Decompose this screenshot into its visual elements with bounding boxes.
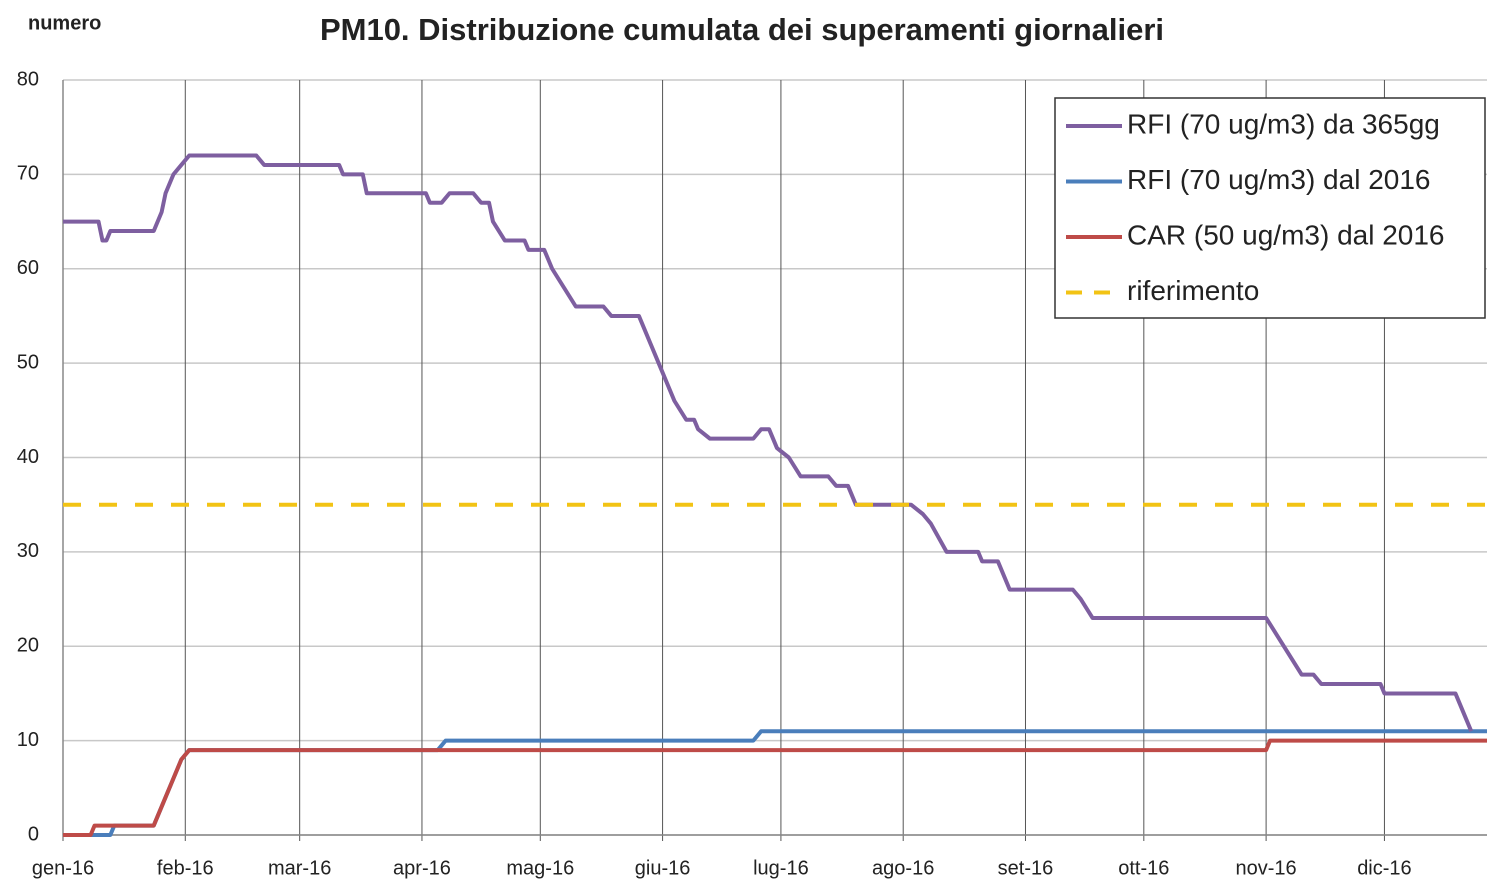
line-series [63,153,1474,732]
y-tick-label: 70 [17,163,39,185]
x-tick-label: dic-16 [1357,857,1411,879]
x-tick-label: apr-16 [393,857,451,879]
y-tick-label: 50 [17,351,39,373]
y-tick-label: 30 [17,540,39,562]
legend-box [1054,97,1486,319]
line-series [63,729,1487,837]
x-tick-label: ago-16 [872,857,934,879]
x-tick-label: nov-16 [1236,857,1297,879]
y-tick-label: 80 [17,68,39,90]
x-tick-label: set-16 [998,857,1054,879]
x-tick-label: mar-16 [268,857,331,879]
line-series [63,738,1487,837]
y-tick-label: 20 [17,635,39,657]
y-tick-label: 10 [17,729,39,751]
legend-label: riferimento [1127,275,1259,306]
x-tick-label: lug-16 [753,857,809,879]
y-axis-label: numero [28,12,101,34]
x-tick-label: ott-16 [1118,857,1169,879]
x-tick-label: giu-16 [635,857,691,879]
x-tick-label: feb-16 [157,857,214,879]
y-tick-label: 60 [17,257,39,279]
chart-title: PM10. Distribuzione cumulata dei superam… [320,12,1164,47]
y-tick-label: 40 [17,446,39,468]
legend-label: CAR (50 ug/m3) dal 2016 [1127,219,1445,250]
y-tick-label: 0 [28,823,39,845]
x-tick-label: mag-16 [506,857,574,879]
legend-label: RFI (70 ug/m3) dal 2016 [1127,164,1431,195]
legend-label: RFI (70 ug/m3) da 365gg [1127,108,1440,139]
x-tick-label: gen-16 [32,857,94,879]
